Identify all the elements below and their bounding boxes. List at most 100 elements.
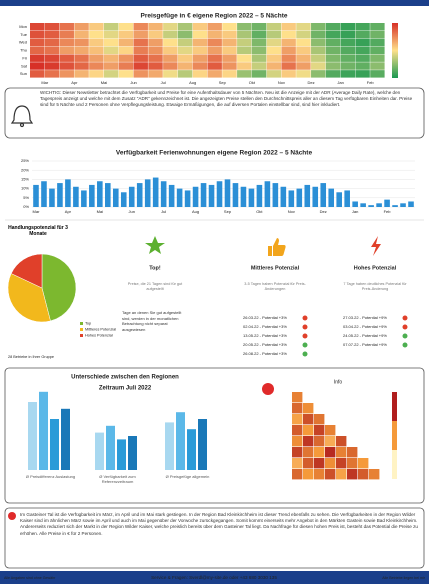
heat-cell (355, 70, 370, 78)
heat-cell (281, 30, 296, 39)
bar (187, 429, 196, 470)
heat-cell (266, 46, 282, 55)
x-tick-label: Jul (161, 209, 166, 214)
pie-slice (41, 253, 77, 322)
heat-cell (311, 30, 326, 39)
bar (272, 183, 279, 207)
heat-cell (325, 62, 341, 70)
top-bar (0, 0, 429, 6)
heat-cell (347, 469, 358, 480)
heat-cell (325, 70, 341, 78)
heat-cell (89, 46, 104, 55)
heat-cell (163, 54, 178, 62)
heat-cell (74, 62, 89, 70)
x-tick-label: Okt (256, 209, 263, 214)
heat-cell (192, 30, 208, 39)
heat-cell (314, 414, 325, 425)
heat-cell (340, 62, 356, 70)
bar (168, 184, 175, 207)
heat-cell (266, 23, 282, 31)
notice-text: WICHTIG: Dieser Newsletter betrachtet di… (40, 90, 413, 108)
status-icon (302, 324, 308, 330)
heat-cell (314, 469, 325, 480)
heat-cell (355, 38, 370, 47)
heat-cell (89, 70, 104, 78)
heat-cell (296, 23, 311, 31)
heat-cell (340, 38, 356, 47)
status-icon (302, 342, 308, 348)
heat-cell (292, 469, 303, 480)
potential-item: 26.03.22 - Potential +3% (243, 315, 287, 320)
heat-cell (74, 54, 89, 62)
heat-cell (358, 469, 369, 480)
heat-cell (325, 46, 341, 55)
column-title: Mittleres Potenzial (251, 265, 300, 271)
heat-cell (292, 436, 303, 447)
heat-cell (237, 46, 252, 55)
heat-cell (251, 62, 267, 70)
column-desc: 7 Tage haben deutliches Potenzial für Pr… (343, 282, 407, 291)
y-tick-label: 20% (21, 167, 29, 172)
status-icon (302, 315, 308, 321)
color-legend (392, 392, 397, 421)
heat-cell (266, 70, 282, 78)
bar (117, 439, 126, 470)
heat-cell (311, 62, 326, 70)
heat-cell (222, 46, 237, 55)
heat-cell (30, 38, 45, 47)
heat-cell (30, 46, 45, 55)
heat-cell (163, 38, 178, 47)
heat-cell (207, 30, 222, 39)
x-tick-label: Dez (320, 209, 327, 214)
star-icon (145, 236, 165, 254)
thumb-icon (268, 238, 286, 256)
heat-cell (347, 447, 358, 458)
heat-cell (89, 62, 104, 70)
heat-cell (355, 30, 370, 39)
heat-cell (148, 38, 163, 47)
summary-text: Im Gasteiner Tal ist die Verfügbarkeit i… (20, 512, 418, 536)
heat-cell (222, 70, 237, 78)
bell-icon (10, 105, 34, 128)
heat-cell (89, 38, 104, 47)
heat-cell (192, 62, 208, 70)
heat-cell (336, 447, 347, 458)
heat-cell (30, 23, 45, 31)
heat-cell (251, 54, 267, 62)
heat-cell (207, 54, 222, 62)
heat-cell (222, 30, 237, 39)
heat-cell (311, 46, 326, 55)
bar (136, 183, 143, 207)
column-desc: 3-5 Tagen haben Potenzial für Preis-Ände… (244, 282, 306, 291)
heat-cell (207, 70, 222, 78)
heat-cell (292, 425, 303, 436)
column-desc: Preise, die 21 Tagen sind für gut aufges… (127, 282, 183, 291)
heat-cell (192, 46, 208, 55)
bar (152, 177, 159, 207)
heat-cell (369, 469, 380, 480)
row-label: Thu (20, 48, 27, 53)
x-tick-label: Mai (101, 80, 108, 85)
bar (200, 183, 207, 207)
bar (336, 192, 342, 207)
bar (61, 408, 70, 470)
bar (296, 188, 303, 207)
y-tick-label: 5% (23, 195, 29, 200)
heat-cell (30, 70, 45, 78)
heat-cell (192, 70, 208, 78)
bar (89, 184, 95, 207)
heat-cell (133, 23, 148, 31)
heat-cell (370, 54, 385, 62)
bar (256, 184, 263, 207)
heat-cell (292, 392, 303, 403)
heat-cell (303, 447, 314, 458)
bar (112, 188, 119, 207)
heat-cell (266, 38, 282, 47)
potential-item: 07.07.22 - Potential +9% (343, 342, 387, 347)
heat-cell (163, 70, 178, 78)
heat-cell (44, 54, 60, 62)
heat-cell (370, 70, 385, 78)
heat-cell (340, 54, 356, 62)
heat-cell (314, 425, 325, 436)
heat-cell (296, 70, 311, 78)
